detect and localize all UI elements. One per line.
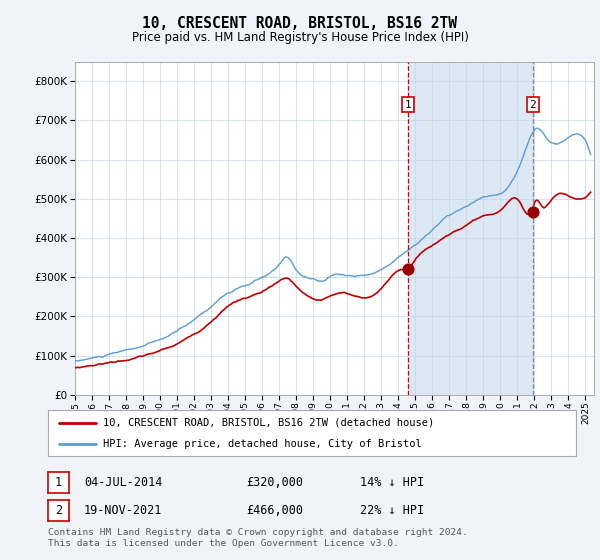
Text: 2: 2 — [529, 100, 536, 110]
Text: 14% ↓ HPI: 14% ↓ HPI — [360, 476, 424, 489]
Point — [403, 265, 413, 274]
Bar — [408, 62, 533, 395]
Text: 1: 1 — [55, 476, 62, 489]
Text: 22% ↓ HPI: 22% ↓ HPI — [360, 504, 424, 517]
Point — [528, 208, 538, 217]
Text: Contains HM Land Registry data © Crown copyright and database right 2024.
This d: Contains HM Land Registry data © Crown c… — [48, 528, 468, 548]
Text: 10, CRESCENT ROAD, BRISTOL, BS16 2TW (detached house): 10, CRESCENT ROAD, BRISTOL, BS16 2TW (de… — [103, 418, 434, 428]
Text: £320,000: £320,000 — [246, 476, 303, 489]
Text: Price paid vs. HM Land Registry's House Price Index (HPI): Price paid vs. HM Land Registry's House … — [131, 31, 469, 44]
Text: 04-JUL-2014: 04-JUL-2014 — [84, 476, 163, 489]
Text: 19-NOV-2021: 19-NOV-2021 — [84, 504, 163, 517]
Text: HPI: Average price, detached house, City of Bristol: HPI: Average price, detached house, City… — [103, 439, 422, 449]
Text: £466,000: £466,000 — [246, 504, 303, 517]
Text: 2: 2 — [55, 504, 62, 517]
Text: 10, CRESCENT ROAD, BRISTOL, BS16 2TW: 10, CRESCENT ROAD, BRISTOL, BS16 2TW — [143, 16, 458, 31]
Text: 1: 1 — [405, 100, 412, 110]
